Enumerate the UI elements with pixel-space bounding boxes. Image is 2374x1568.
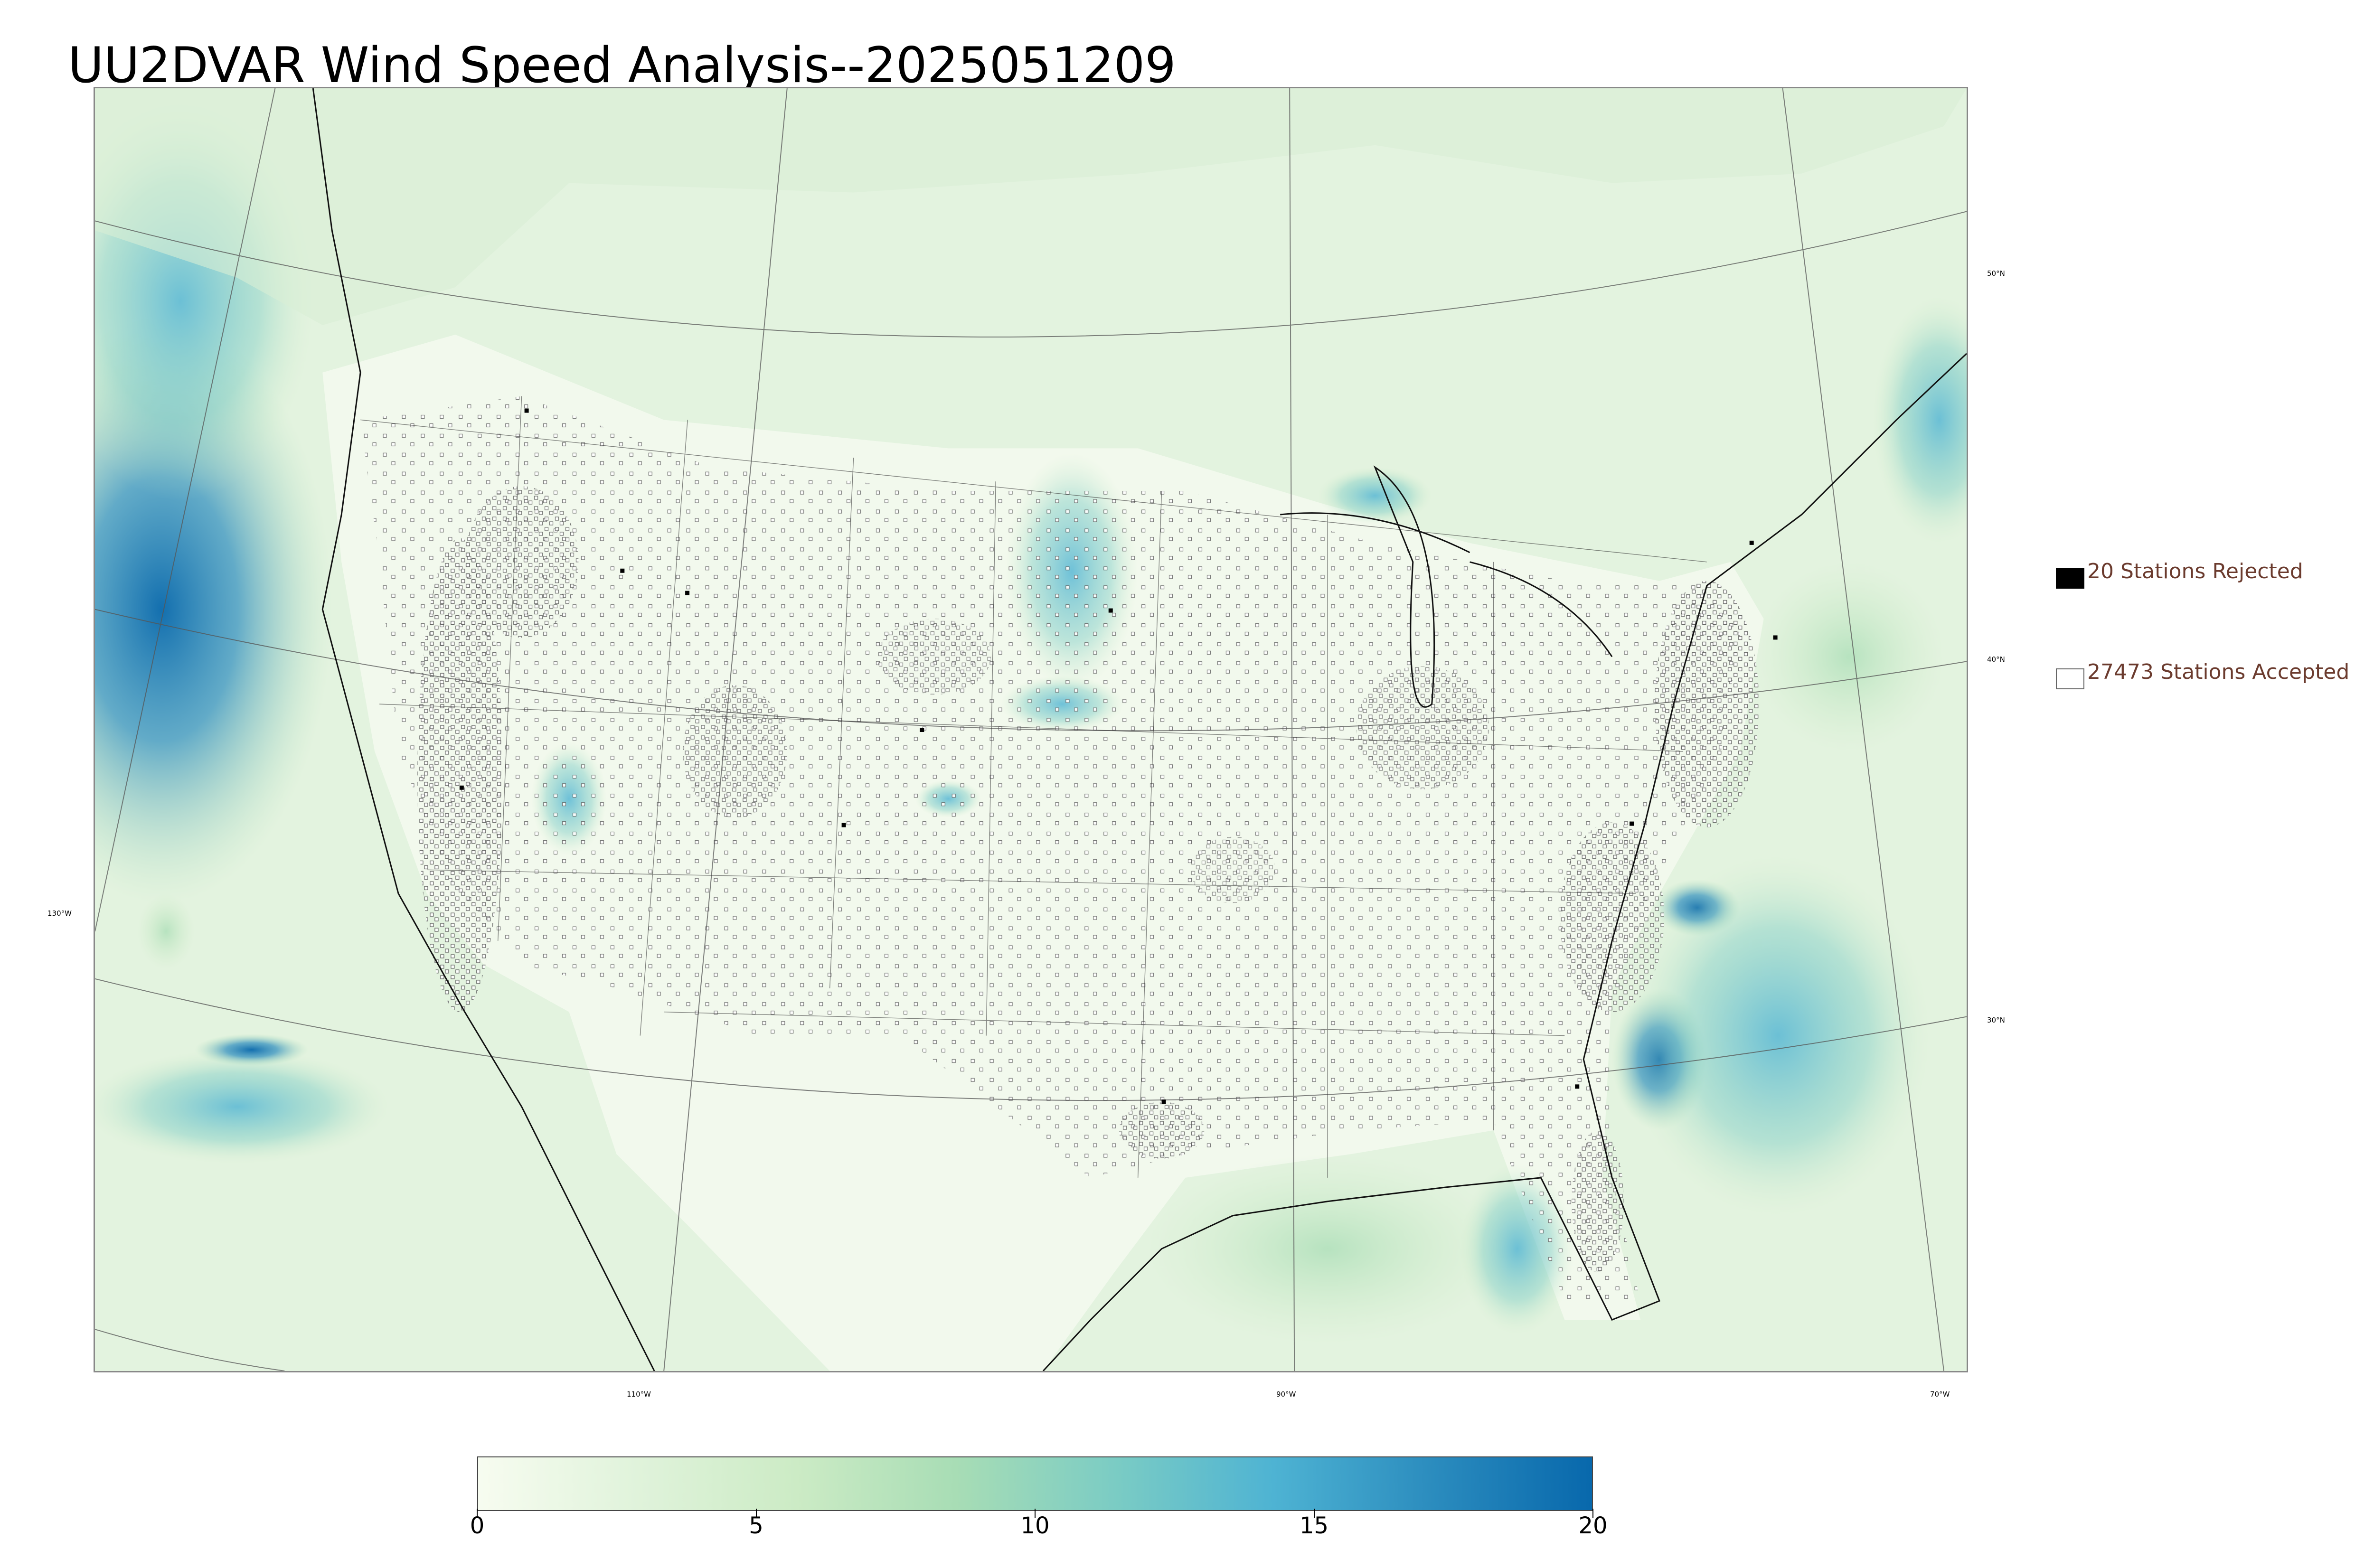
colorbar-tick-label: 0 bbox=[470, 1512, 485, 1539]
colorbar-tick bbox=[1313, 1509, 1315, 1518]
lat-label-40: 40°N bbox=[1987, 655, 2005, 664]
accepted-stations-west-coast bbox=[417, 538, 503, 1012]
colorbar-tick bbox=[477, 1509, 478, 1518]
lon-label-110: 110°W bbox=[627, 1390, 651, 1399]
lon-label-70: 70°W bbox=[1930, 1390, 1950, 1399]
colorbar-tick-label: 20 bbox=[1578, 1512, 1608, 1539]
accepted-swatch bbox=[2056, 668, 2084, 689]
map-title: UU2DVAR Wind Speed Analysis--2025051209 bbox=[68, 37, 1176, 94]
wind-speed-colorbar bbox=[477, 1456, 1593, 1511]
graticule bbox=[95, 88, 1967, 1371]
lon-label-130: 130°W bbox=[47, 909, 72, 918]
accepted-stations-northeast bbox=[1655, 581, 1759, 827]
accepted-label: 27473 Stations Accepted bbox=[2087, 660, 2350, 684]
lon-label-90: 90°W bbox=[1276, 1390, 1296, 1399]
wind-speed-map bbox=[94, 87, 1968, 1372]
colorbar-tick-label: 15 bbox=[1299, 1512, 1329, 1539]
colorbar-tick bbox=[755, 1509, 757, 1518]
map-canvas bbox=[95, 88, 1967, 1371]
colorbar-tick bbox=[1035, 1509, 1036, 1518]
rejected-swatch bbox=[2056, 568, 2084, 589]
colorbar-tick bbox=[1592, 1509, 1593, 1518]
lat-label-50: 50°N bbox=[1987, 269, 2005, 278]
rejected-label: 20 Stations Rejected bbox=[2087, 559, 2303, 583]
state-borders bbox=[360, 396, 1707, 1178]
colorbar-tick-label: 10 bbox=[1020, 1512, 1050, 1539]
colorbar-tick-label: 5 bbox=[749, 1512, 763, 1539]
colorbar-gradient bbox=[478, 1457, 1592, 1510]
accepted-stations-sparse bbox=[360, 396, 1740, 1301]
coastlines bbox=[312, 88, 1967, 1371]
lat-label-30: 30°N bbox=[1987, 1016, 2005, 1024]
rejected-stations bbox=[459, 408, 1778, 1104]
